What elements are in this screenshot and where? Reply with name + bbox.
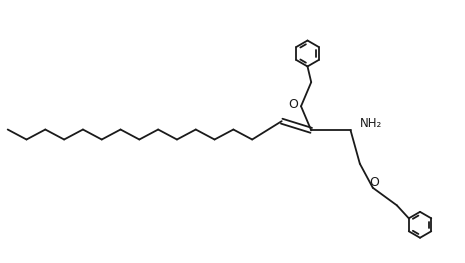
Text: O: O	[288, 98, 298, 111]
Text: NH₂: NH₂	[360, 117, 382, 130]
Text: O: O	[370, 176, 379, 189]
